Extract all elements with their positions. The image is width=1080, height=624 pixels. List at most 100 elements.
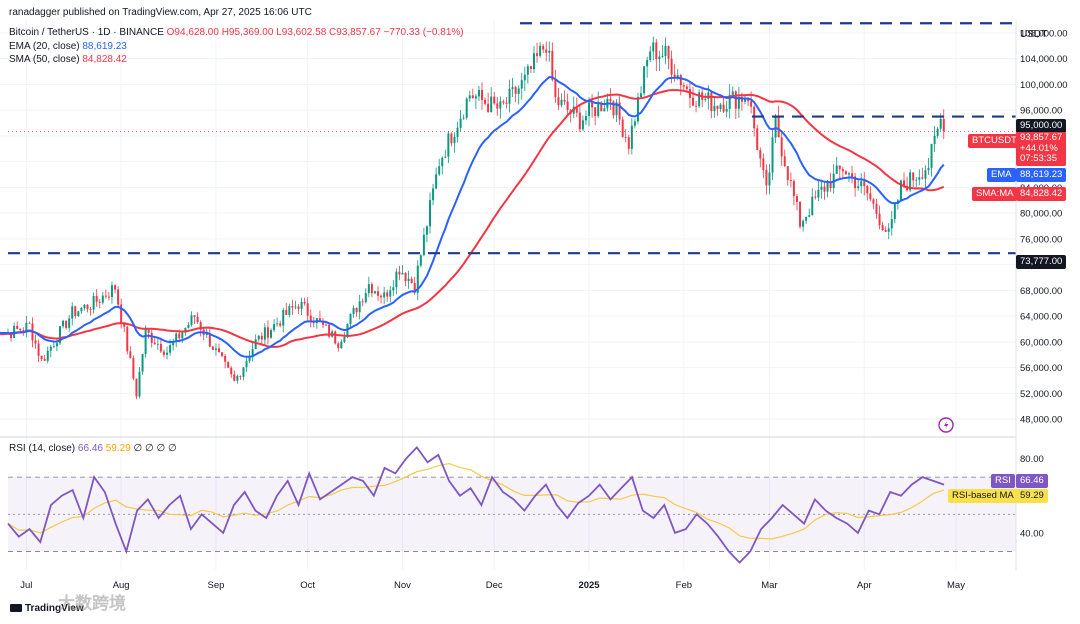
- candle: [276, 317, 279, 327]
- candle: [713, 96, 716, 118]
- sma-name-text: SMA:MA: [976, 188, 1014, 199]
- candle: [508, 79, 511, 113]
- candle: [942, 109, 945, 140]
- candle: [309, 309, 312, 328]
- candle: [193, 315, 196, 325]
- candle: [872, 197, 875, 210]
- candle: [300, 297, 303, 315]
- price-tick-label: 68,000.00: [1020, 286, 1062, 297]
- lightning-icon[interactable]: [938, 417, 954, 433]
- candle: [759, 147, 762, 168]
- candle: [95, 289, 98, 307]
- ema-price-tag: 88,619.23: [1016, 168, 1067, 182]
- candle: [695, 101, 698, 113]
- candle: [389, 285, 392, 303]
- candle: [227, 361, 230, 368]
- ema-legend-label: EMA (20, close): [9, 41, 80, 52]
- candle: [337, 341, 340, 352]
- candle: [526, 63, 529, 84]
- candle: [557, 88, 560, 110]
- candle: [254, 334, 257, 350]
- candle: [588, 97, 591, 127]
- candle: [175, 332, 178, 348]
- rsi-ma-value-text: 59.29: [1020, 490, 1044, 501]
- candle: [921, 167, 924, 180]
- ema-legend[interactable]: EMA (20, close) 88,619.23: [9, 40, 127, 53]
- candle: [224, 354, 227, 369]
- candle: [83, 303, 86, 311]
- time-tick-label: Jul: [20, 580, 32, 591]
- candle: [912, 172, 915, 188]
- price-tick-label: 104,000.00: [1020, 54, 1068, 65]
- candle: [263, 323, 266, 345]
- time-tick-label: 2025: [578, 580, 600, 591]
- candle: [245, 356, 248, 372]
- currency-label[interactable]: USDT: [1020, 28, 1047, 41]
- candle: [43, 354, 46, 362]
- candle: [539, 42, 542, 58]
- tv-logo-icon: [10, 604, 22, 613]
- candle: [805, 216, 808, 224]
- candle: [517, 85, 520, 105]
- rsi-legend[interactable]: RSI (14, close) 66.46 59.29 ∅ ∅ ∅ ∅: [9, 442, 177, 455]
- candle: [465, 97, 468, 120]
- price-tick-label: 48,000.00: [1020, 415, 1062, 426]
- candle: [924, 165, 927, 188]
- candle: [667, 45, 670, 70]
- horizontal-levels[interactable]: [8, 22, 1016, 255]
- candle: [386, 289, 389, 302]
- candle: [172, 339, 175, 351]
- candle: [762, 153, 765, 179]
- candle: [658, 50, 661, 71]
- candle: [603, 99, 606, 112]
- candle: [236, 374, 239, 384]
- candle: [40, 355, 43, 362]
- candle: [621, 116, 624, 138]
- candle: [126, 326, 129, 355]
- candle: [104, 289, 107, 299]
- candles: [7, 36, 945, 400]
- candle: [343, 332, 346, 344]
- candle: [725, 100, 728, 118]
- sma-price-tag: 84,828.42: [1016, 187, 1067, 201]
- candle: [208, 327, 211, 348]
- indicator-lines: [0, 75, 945, 358]
- candle: [447, 131, 450, 164]
- candle: [768, 164, 771, 195]
- sma-legend[interactable]: SMA (50, close) 84,828.42: [9, 53, 127, 66]
- candle: [618, 96, 621, 125]
- candle: [652, 36, 655, 61]
- tradingview-logo[interactable]: TradingView: [10, 602, 84, 615]
- candle: [239, 375, 242, 380]
- candle: [481, 82, 483, 110]
- candle: [499, 96, 502, 119]
- candle: [462, 114, 465, 120]
- candle: [866, 185, 869, 201]
- candle: [566, 93, 569, 117]
- candle: [98, 299, 101, 309]
- candle: [196, 312, 199, 324]
- time-axis[interactable]: Jul Aug Sep Oct Nov Dec 2025 Feb Mar Apr May: [20, 580, 965, 591]
- candle: [823, 181, 826, 200]
- candle: [490, 87, 493, 113]
- symbol-line[interactable]: Bitcoin / TetherUS · 1D · BINANCE O94,62…: [9, 26, 464, 39]
- candle: [820, 179, 823, 199]
- candle: [548, 41, 551, 62]
- symbol-title[interactable]: Bitcoin / TetherUS · 1D · BINANCE: [9, 27, 164, 38]
- candle: [266, 320, 269, 344]
- candle: [838, 165, 841, 179]
- candle: [306, 297, 309, 322]
- candle: [542, 44, 545, 54]
- rsi-legend-extras: ∅ ∅ ∅ ∅: [133, 443, 177, 454]
- candle: [162, 349, 165, 358]
- candle: [875, 198, 878, 219]
- ema-price-text: 88,619.23: [1020, 169, 1063, 180]
- candle: [591, 94, 594, 118]
- candle: [110, 281, 113, 304]
- candle: [242, 367, 245, 381]
- rsi-panel[interactable]: 80.00 40.00: [7, 445, 1044, 564]
- ohlc-high: H95,369.00: [221, 27, 274, 38]
- candle: [786, 166, 789, 186]
